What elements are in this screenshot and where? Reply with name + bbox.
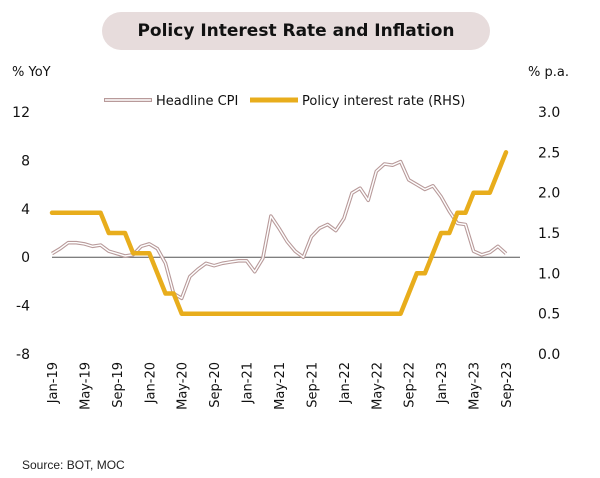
x-tick-label: Sep-20 — [208, 362, 223, 408]
left-tick-label: -4 — [16, 299, 30, 315]
right-tick-label: 2.0 — [538, 186, 560, 202]
right-tick-label: 3.0 — [538, 105, 560, 121]
x-tick-label: Sep-21 — [305, 362, 320, 408]
source-note: Source: BOT, MOC — [22, 458, 125, 472]
series-line-headline-cpi — [51, 159, 508, 301]
legend-label-cpi: Headline CPI — [156, 94, 238, 109]
chart-title: Policy Interest Rate and Inflation — [102, 12, 490, 50]
right-tick-label: 0.5 — [538, 307, 560, 323]
x-tick-label: Jan-21 — [241, 362, 256, 404]
right-axis-label: % p.a. — [528, 65, 569, 80]
x-tick-label: May-23 — [468, 362, 483, 410]
right-tick-label: 0.0 — [538, 347, 560, 363]
x-axis-ticks: Jan-19 May-19 Sep-19 Jan-20 May-20 Sep-20 Jan-… — [46, 362, 515, 410]
x-tick-label: Sep-22 — [403, 362, 418, 408]
left-axis-ticks: 12 8 4 0 -4 -8 — [12, 105, 30, 363]
left-tick-label: 4 — [21, 202, 30, 218]
right-axis-ticks: 3.0 2.5 2.0 1.5 1.0 0.5 0.0 — [538, 105, 560, 363]
left-tick-label: -8 — [16, 347, 30, 363]
x-tick-label: May-22 — [370, 362, 385, 410]
x-tick-label: Sep-19 — [111, 362, 126, 408]
series-layer — [49, 150, 509, 316]
series-line-headline-cpi-inner — [51, 160, 507, 299]
left-axis-label: % YoY — [12, 65, 51, 80]
x-tick-label: Jan-20 — [143, 362, 158, 404]
legend-label-policy: Policy interest rate (RHS) — [302, 94, 465, 109]
x-tick-label: Sep-23 — [500, 362, 515, 408]
right-tick-label: 1.5 — [538, 226, 560, 242]
left-tick-label: 0 — [21, 250, 30, 266]
x-tick-label: Jan-23 — [435, 362, 450, 404]
x-tick-label: Jan-22 — [338, 362, 353, 404]
left-tick-label: 8 — [21, 153, 30, 169]
x-tick-label: Jan-19 — [46, 362, 61, 404]
x-tick-label: May-21 — [273, 362, 288, 410]
legend: Headline CPI Policy interest rate (RHS) — [104, 94, 465, 109]
x-tick-label: May-19 — [78, 362, 93, 410]
right-tick-label: 1.0 — [538, 266, 560, 282]
left-tick-label: 12 — [12, 105, 30, 121]
x-tick-label: May-20 — [176, 362, 191, 410]
right-tick-label: 2.5 — [538, 145, 560, 161]
series-line-policy-rate — [49, 150, 509, 316]
